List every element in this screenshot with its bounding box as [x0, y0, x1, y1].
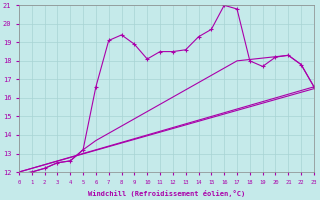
X-axis label: Windchill (Refroidissement éolien,°C): Windchill (Refroidissement éolien,°C): [88, 190, 245, 197]
